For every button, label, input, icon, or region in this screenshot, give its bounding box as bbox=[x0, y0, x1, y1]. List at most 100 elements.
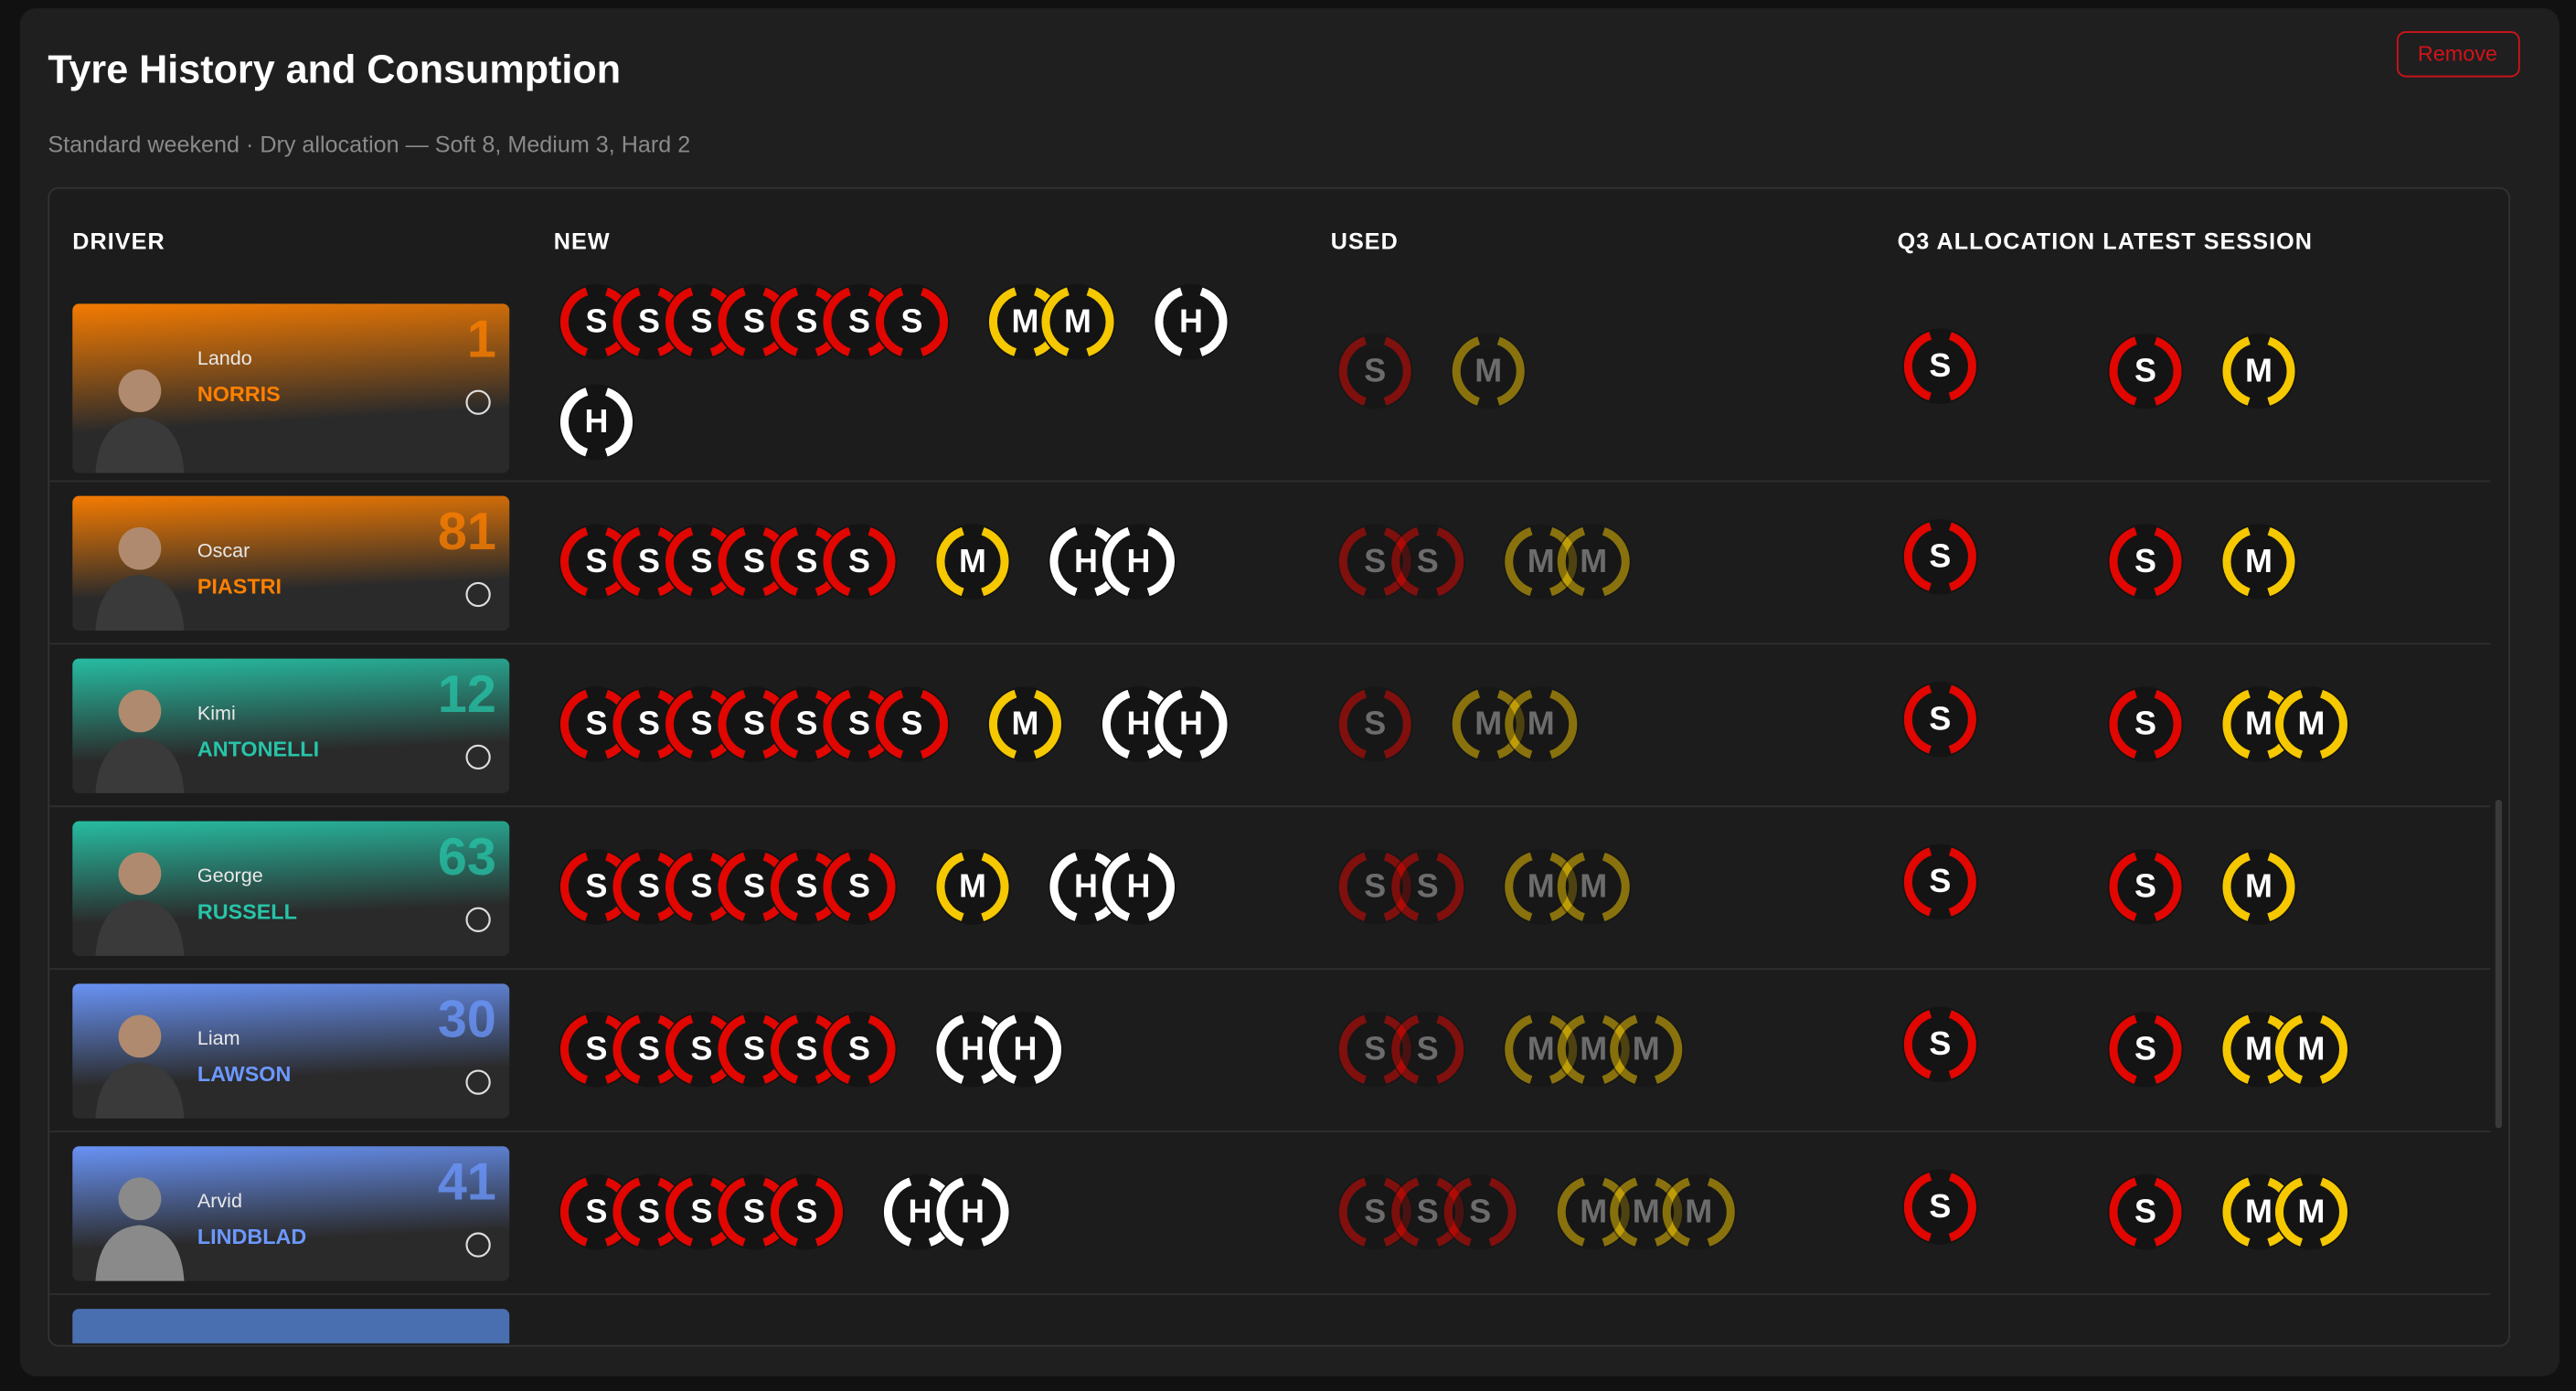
driver-last-name: RUSSELL bbox=[197, 899, 297, 923]
tyre: M bbox=[1503, 686, 1580, 762]
driver-card bbox=[72, 495, 510, 632]
tyre-ring bbox=[1155, 285, 1228, 358]
tyre-ring bbox=[1391, 1013, 1464, 1086]
tyre: M bbox=[1555, 524, 1632, 600]
tyre-base bbox=[664, 1011, 740, 1088]
tyre-ring bbox=[2274, 1013, 2348, 1086]
tyre-compound: H bbox=[961, 1030, 985, 1067]
tyre-base bbox=[1503, 849, 1580, 925]
tyre-ring bbox=[2274, 1175, 2348, 1248]
tyre-base bbox=[1902, 328, 1978, 405]
tyre-compound: S bbox=[2134, 351, 2156, 388]
tyre-base bbox=[664, 524, 740, 600]
tyre-base bbox=[1555, 849, 1632, 925]
tyre-base bbox=[664, 686, 740, 762]
tyre-base bbox=[611, 1011, 687, 1088]
tyre-base bbox=[1101, 849, 1176, 925]
tyre-base bbox=[716, 1011, 793, 1088]
driver-last-name: NORRIS bbox=[197, 382, 281, 406]
tyre: S bbox=[611, 1173, 687, 1250]
remove-button[interactable] bbox=[2396, 31, 2520, 78]
tyre-compound: S bbox=[691, 542, 713, 579]
driver-card bbox=[72, 821, 510, 956]
driver-card bbox=[72, 983, 510, 1119]
tyre-ring bbox=[1557, 850, 1630, 923]
tyre-compound: M bbox=[1528, 867, 1555, 905]
team-logo bbox=[465, 581, 491, 608]
tyre-compound: S bbox=[1364, 542, 1386, 579]
tyre: S bbox=[716, 1173, 793, 1250]
avatar-body bbox=[95, 417, 185, 473]
tyre-base bbox=[821, 524, 898, 600]
tyre-base bbox=[1902, 681, 1978, 758]
tyre-compound: S bbox=[2134, 867, 2156, 905]
tyre-ring bbox=[1041, 285, 1114, 358]
tyre-base bbox=[1048, 524, 1124, 600]
tyre: M bbox=[1555, 849, 1632, 925]
tyre-compound: S bbox=[691, 1192, 713, 1229]
tyre-base bbox=[1336, 1011, 1413, 1088]
avatar-body bbox=[95, 737, 185, 793]
driver-number: 81 bbox=[438, 503, 496, 561]
driver-last-name: LAWSON bbox=[197, 1062, 292, 1086]
tyre-base bbox=[934, 524, 1011, 600]
tyre-compound: H bbox=[1179, 302, 1203, 339]
tyre-base bbox=[2220, 1173, 2297, 1250]
tyre-base bbox=[769, 283, 845, 360]
tyre-compound: H bbox=[1127, 542, 1151, 579]
tyre-compound: S bbox=[1929, 699, 1951, 737]
tyre-compound: S bbox=[1929, 862, 1951, 899]
tyre: M bbox=[934, 524, 1011, 600]
tyre-base bbox=[716, 283, 793, 360]
tyre: S bbox=[821, 849, 898, 925]
tyre: S bbox=[874, 283, 950, 360]
tyre-compound: S bbox=[638, 542, 660, 579]
tyre-compound: S bbox=[743, 302, 765, 339]
tyre: H bbox=[1101, 524, 1176, 600]
tyre-ring bbox=[823, 526, 896, 599]
tyre-compound: S bbox=[848, 542, 870, 579]
tyre-base bbox=[2220, 849, 2297, 925]
driver-card bbox=[72, 1146, 510, 1281]
tyre-compound: S bbox=[1417, 867, 1439, 905]
tyre: H bbox=[1153, 686, 1229, 762]
remove-label[interactable]: Remove bbox=[2418, 41, 2497, 65]
team-logo bbox=[465, 389, 491, 415]
tyre-base bbox=[874, 686, 950, 762]
tyre-base bbox=[1336, 686, 1413, 762]
tyre-base bbox=[716, 1173, 793, 1250]
tyre-base bbox=[611, 283, 687, 360]
tyre-ring bbox=[2109, 687, 2182, 760]
tyre: S bbox=[2107, 1011, 2184, 1088]
tyre-base bbox=[2273, 686, 2349, 762]
team-logo bbox=[465, 907, 491, 932]
tyre-compound: S bbox=[691, 867, 713, 905]
tyre-compound: H bbox=[1074, 542, 1098, 579]
tyre-base bbox=[2107, 524, 2184, 600]
tyre-compound: S bbox=[1417, 1030, 1439, 1067]
tyre: S bbox=[874, 686, 950, 762]
tyre-ring bbox=[936, 526, 1009, 599]
tyre: S bbox=[1336, 333, 1413, 409]
tyre-compound: H bbox=[909, 1192, 932, 1229]
tyre-base bbox=[2273, 1173, 2349, 1250]
tyre-base bbox=[1555, 524, 1632, 600]
tyre-base bbox=[1101, 686, 1176, 762]
tyre-base bbox=[769, 524, 845, 600]
tyre-base bbox=[2107, 849, 2184, 925]
tyre: S bbox=[2107, 333, 2184, 409]
tyre: S bbox=[1902, 518, 1978, 595]
tyre-compound: M bbox=[1580, 1192, 1607, 1229]
driver-last-name: LINDBLAD bbox=[197, 1225, 306, 1248]
tyre-compound: H bbox=[1014, 1030, 1038, 1067]
tyre-compound: H bbox=[1127, 867, 1151, 905]
tyre-compound: S bbox=[691, 705, 713, 742]
tyre-base bbox=[1153, 283, 1229, 360]
tyre-compound: S bbox=[586, 302, 608, 339]
driver-number: 12 bbox=[438, 665, 496, 724]
tyre-base bbox=[821, 849, 898, 925]
tyre-base bbox=[1101, 524, 1176, 600]
tyre: M bbox=[2273, 1011, 2349, 1088]
